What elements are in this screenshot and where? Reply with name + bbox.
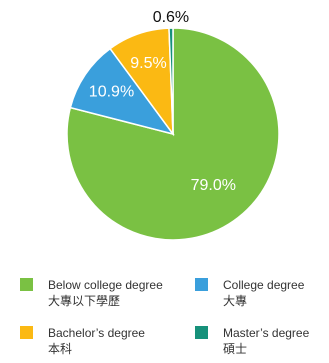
legend-label-bachelor: Bachelor’s degree: [48, 326, 145, 340]
slice-college: [69, 47, 175, 136]
legend-label-zh-bachelor: 本科: [48, 342, 73, 356]
pie-slices: [66, 27, 280, 241]
slice-master: [168, 27, 174, 135]
legend-label-below-college: Below college degree: [48, 278, 163, 292]
slice-label-bachelor: 9.5%: [130, 55, 166, 72]
pie-labels: 79.0% 10.9% 9.5% 0.6%: [89, 9, 236, 194]
legend-label-zh-below-college: 大專以下學歷: [48, 294, 121, 308]
legend-swatch-below-college: [20, 278, 33, 291]
slice-below-college: [66, 27, 280, 241]
legend-swatch-bachelor: [20, 326, 33, 339]
slice-label-below-college: 79.0%: [191, 177, 236, 194]
slice-label-master: 0.6%: [153, 9, 189, 26]
legend-label-zh-master: 碩士: [223, 342, 248, 356]
legend-swatch-college: [195, 278, 208, 291]
legend-label-zh-college: 大專: [223, 294, 248, 308]
legend-label-master: Master’s degree: [223, 326, 310, 340]
legend-label-college: College degree: [223, 278, 305, 292]
slice-label-college: 10.9%: [89, 84, 134, 101]
legend-swatch-master: [195, 326, 208, 339]
